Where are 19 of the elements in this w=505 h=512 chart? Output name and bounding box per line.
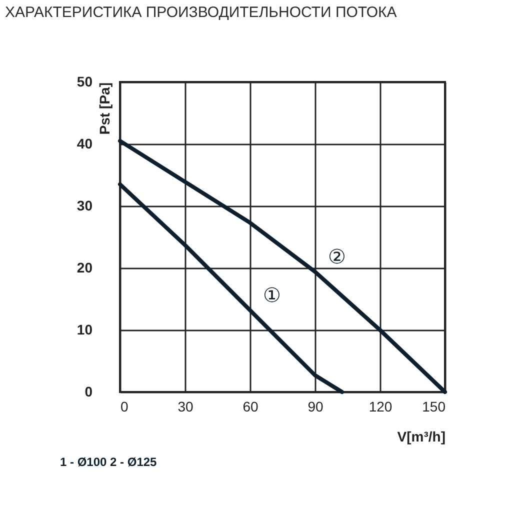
y-tick-label: 20 <box>76 260 93 276</box>
y-tick-label: 0 <box>84 384 93 400</box>
y-tick-label: 10 <box>76 322 93 338</box>
y-tick-label: 40 <box>76 136 93 152</box>
x-tick-label: 60 <box>242 398 258 414</box>
x-tick-label: 0 <box>120 398 128 414</box>
series-label: ① <box>263 283 281 308</box>
x-axis-title: V[m³/h] <box>397 428 446 444</box>
x-tick-label: 150 <box>422 398 446 414</box>
x-tick-label: 90 <box>308 398 324 414</box>
line-series <box>118 182 344 394</box>
x-tick-label: 30 <box>178 398 194 414</box>
text: 1 - Ø100 2 - Ø125 <box>60 455 158 469</box>
y-tick-label: 30 <box>76 198 93 214</box>
y-axis-title: Pst [Pa] <box>96 82 112 135</box>
y-tick-label: 50 <box>76 74 93 90</box>
x-tick-label: 120 <box>368 398 392 414</box>
chart-title: ХАРАКТЕРИСТИКА ПРОИЗВОДИТЕЛЬНОСТИ ПОТОКА <box>5 4 397 21</box>
series-label: ② <box>328 244 346 269</box>
